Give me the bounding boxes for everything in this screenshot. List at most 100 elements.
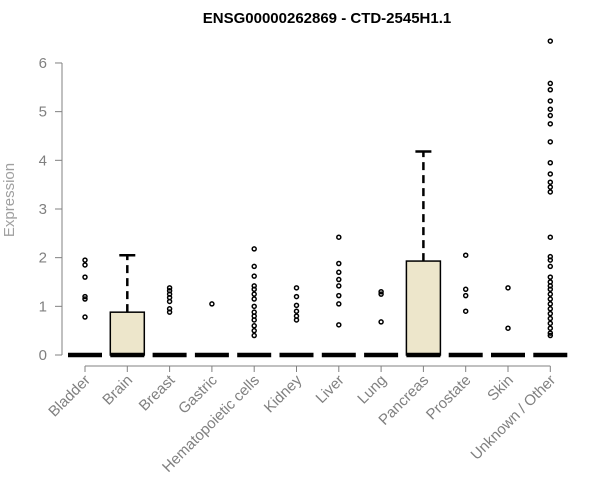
outlier-point bbox=[462, 286, 469, 293]
outlier-point bbox=[547, 325, 554, 331]
outlier-point bbox=[547, 234, 554, 240]
outlier-point bbox=[547, 106, 554, 112]
outlier-point bbox=[82, 293, 88, 300]
box-skin bbox=[491, 285, 525, 358]
box-gastric bbox=[194, 301, 229, 358]
outlier-point bbox=[547, 86, 554, 93]
outlier-point bbox=[293, 317, 300, 323]
outlier-point bbox=[336, 269, 342, 276]
outlier-point bbox=[336, 292, 342, 299]
outlier-point bbox=[251, 263, 257, 270]
outlier-point bbox=[547, 80, 554, 87]
chart-title: ENSG00000262869 - CTD-2545H1.1 bbox=[203, 10, 451, 27]
outlier-point bbox=[505, 325, 511, 331]
outlier-point bbox=[166, 309, 173, 315]
outlier-point bbox=[547, 171, 554, 177]
box-pancreas bbox=[405, 150, 442, 358]
y-axis: 0 1 2 3 4 5 6 bbox=[39, 55, 63, 364]
box-prostate bbox=[448, 252, 483, 358]
outlier-point bbox=[547, 38, 554, 44]
outlier-point bbox=[336, 322, 342, 328]
box-rect bbox=[109, 311, 146, 356]
outlier-point bbox=[82, 257, 88, 263]
outlier-point bbox=[462, 308, 469, 314]
x-tick-label: Prostate bbox=[423, 372, 475, 424]
outlier-point bbox=[251, 327, 257, 334]
y-tick-label: 1 bbox=[39, 298, 47, 315]
box-lung bbox=[364, 288, 399, 358]
outlier-point bbox=[251, 291, 257, 297]
box-hematopoietic-cells bbox=[237, 246, 272, 358]
box-rect bbox=[405, 260, 442, 356]
outlier-point bbox=[462, 252, 469, 258]
outlier-point bbox=[547, 184, 554, 190]
outlier-point bbox=[251, 286, 257, 293]
box-breast bbox=[152, 285, 187, 358]
x-tick-label: Bladder bbox=[45, 372, 94, 421]
outlier-point bbox=[547, 160, 554, 166]
outlier-point bbox=[547, 332, 554, 339]
outlier-point bbox=[336, 260, 342, 267]
y-tick-label: 3 bbox=[39, 201, 47, 218]
outlier-point bbox=[547, 274, 554, 280]
outlier-point bbox=[293, 302, 300, 309]
y-tick-label: 2 bbox=[39, 250, 47, 267]
y-axis-label: Expression bbox=[1, 163, 18, 237]
outlier-point bbox=[166, 298, 173, 305]
outlier-point bbox=[251, 317, 257, 323]
outlier-point bbox=[547, 296, 554, 302]
box-bladder bbox=[68, 257, 102, 358]
outlier-point bbox=[547, 286, 554, 293]
outlier-point bbox=[251, 323, 257, 329]
outlier-point bbox=[547, 291, 554, 297]
box-brain bbox=[109, 253, 146, 358]
x-tick-label: Lung bbox=[354, 372, 390, 408]
box-kidney bbox=[279, 285, 314, 358]
outlier-point bbox=[547, 257, 554, 263]
box-liver bbox=[321, 234, 356, 358]
x-tick-label: Brain bbox=[99, 372, 136, 409]
outlier-point bbox=[336, 276, 342, 283]
y-tick-label: 6 bbox=[39, 55, 47, 72]
outlier-point bbox=[251, 303, 257, 310]
x-tick-label: Breast bbox=[136, 371, 179, 414]
outlier-point bbox=[547, 112, 554, 119]
outlier-point bbox=[547, 179, 554, 185]
outlier-point bbox=[547, 189, 554, 195]
outlier-point bbox=[547, 315, 554, 322]
x-tick-label: Liver bbox=[313, 372, 348, 407]
outlier-point bbox=[293, 285, 300, 291]
outlier-point bbox=[251, 273, 257, 279]
outlier-point bbox=[547, 310, 554, 317]
outlier-point bbox=[378, 319, 384, 325]
x-tick-label: Kidney bbox=[261, 371, 306, 416]
outlier-point bbox=[547, 121, 554, 127]
outlier-point bbox=[547, 320, 554, 327]
x-tick-label: Skin bbox=[484, 372, 517, 405]
outlier-point bbox=[547, 306, 554, 312]
y-tick-label: 4 bbox=[39, 152, 47, 169]
outlier-point bbox=[251, 332, 257, 339]
outlier-point bbox=[547, 98, 554, 104]
outlier-point bbox=[251, 296, 257, 302]
box-unknown-other bbox=[533, 38, 568, 358]
outlier-point bbox=[378, 288, 384, 295]
outlier-point bbox=[166, 285, 173, 291]
outlier-point bbox=[293, 293, 300, 300]
y-tick-label: 5 bbox=[39, 104, 47, 121]
outlier-point bbox=[505, 285, 511, 291]
outlier-point bbox=[462, 292, 469, 299]
outlier-point bbox=[209, 301, 215, 307]
outlier-point bbox=[547, 263, 554, 270]
outlier-point bbox=[378, 291, 384, 297]
outlier-point bbox=[336, 234, 342, 240]
outlier-point bbox=[293, 308, 300, 314]
y-tick-label: 0 bbox=[39, 347, 47, 364]
outlier-point bbox=[82, 296, 88, 302]
outlier-point bbox=[82, 274, 88, 280]
outlier-point bbox=[547, 330, 554, 336]
outlier-point bbox=[82, 314, 88, 320]
box-series bbox=[68, 38, 568, 358]
